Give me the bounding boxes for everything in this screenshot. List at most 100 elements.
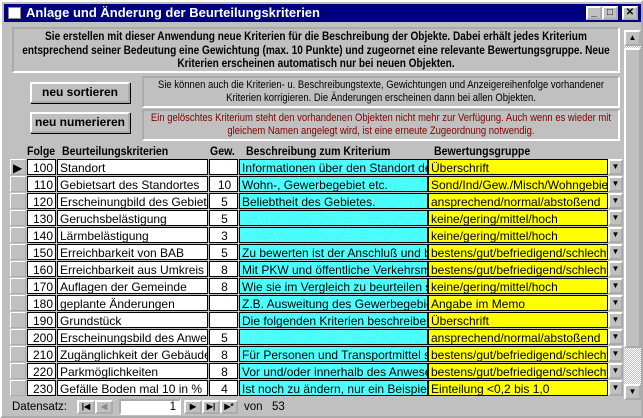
bewertungsgruppe-cell[interactable]: Einteilung <0,2 bis 1,0: [428, 380, 608, 396]
kriterium-cell[interactable]: Auflagen der Gemeinde: [57, 278, 208, 294]
table-row[interactable]: 120 Erscheinungbild des Gebietes 5 Beliebth…: [10, 193, 623, 210]
gewichtung-cell[interactable]: [209, 159, 238, 175]
gewichtung-cell[interactable]: [209, 312, 238, 328]
table-row[interactable]: 160 Erreichbarkeit aus Umkreis 8 Mit PKW un…: [10, 261, 623, 278]
folge-cell[interactable]: 150: [27, 244, 56, 260]
beschreibung-cell[interactable]: Ist noch zu ändern, nur ein Beispiel.: [239, 380, 428, 396]
bewertungsgruppe-cell[interactable]: bestens/gut/befriedigend/schlecht: [428, 363, 608, 379]
dropdown-arrow-icon[interactable]: ▼: [608, 278, 623, 294]
gewichtung-cell[interactable]: 8: [209, 346, 238, 362]
maximize-button[interactable]: □: [602, 6, 618, 20]
first-record-button[interactable]: |◀: [77, 400, 95, 414]
kriterium-cell[interactable]: Parkmöglichkeiten: [57, 363, 208, 379]
table-row[interactable]: 210 Zugänglichkeit der Gebäude 8 Für Person…: [10, 346, 623, 363]
table-row[interactable]: 170 Auflagen der Gemeinde 8 Wie sie im Verg…: [10, 278, 623, 295]
dropdown-arrow-icon[interactable]: ▼: [608, 244, 623, 260]
close-button[interactable]: ✕: [622, 6, 638, 20]
folge-cell[interactable]: 140: [27, 227, 56, 243]
record-number-input[interactable]: 1: [119, 399, 181, 415]
bewertungsgruppe-cell[interactable]: ansprechend/normal/abstoßend: [428, 329, 608, 345]
kriterium-cell[interactable]: Erscheinungbild des Gebietes: [57, 193, 208, 209]
folge-cell[interactable]: 200: [27, 329, 56, 345]
beschreibung-cell[interactable]: Informationen über den Standort des Ob: [239, 159, 428, 175]
record-selector[interactable]: [10, 278, 26, 294]
table-row[interactable]: 110 Gebietsart des Standortes 10 Wohn-, Gew…: [10, 176, 623, 193]
gewichtung-cell[interactable]: 5: [209, 244, 238, 260]
beschreibung-cell[interactable]: Vor und/oder innerhalb des Anwesens.: [239, 363, 428, 379]
beschreibung-cell[interactable]: Wohn-, Gewerbegebiet etc.: [239, 176, 428, 192]
dropdown-arrow-icon[interactable]: ▼: [608, 159, 623, 175]
sort-button[interactable]: neu sortieren: [30, 82, 130, 103]
folge-cell[interactable]: 120: [27, 193, 56, 209]
bewertungsgruppe-cell[interactable]: bestens/gut/befriedigend/schlecht: [428, 346, 608, 362]
folge-cell[interactable]: 170: [27, 278, 56, 294]
folge-cell[interactable]: 160: [27, 261, 56, 277]
table-row[interactable]: 230 Gefälle Boden mal 10 in % 4 Ist noch zu…: [10, 380, 623, 397]
gewichtung-cell[interactable]: 5: [209, 193, 238, 209]
bewertungsgruppe-cell[interactable]: ansprechend/normal/abstoßend: [428, 193, 608, 209]
record-selector[interactable]: [10, 312, 26, 328]
minimize-button[interactable]: _: [586, 6, 602, 20]
kriterium-cell[interactable]: Erreichbarkeit aus Umkreis: [57, 261, 208, 277]
record-selector[interactable]: [10, 244, 26, 260]
record-selector[interactable]: ▶: [10, 159, 26, 175]
bewertungsgruppe-cell[interactable]: Überschrift: [428, 159, 608, 175]
dropdown-arrow-icon[interactable]: ▼: [608, 329, 623, 345]
gewichtung-cell[interactable]: 10: [209, 176, 238, 192]
new-record-button[interactable]: ▶*: [220, 400, 238, 414]
gewichtung-cell[interactable]: 5: [209, 329, 238, 345]
bewertungsgruppe-cell[interactable]: Angabe im Memo: [428, 295, 608, 311]
table-row[interactable]: 140 Lärmbelästigung 3 keine/gering/mittel/h…: [10, 227, 623, 244]
record-selector[interactable]: [10, 210, 26, 226]
beschreibung-cell[interactable]: [239, 210, 428, 226]
table-row[interactable]: 150 Erreichbarkeit von BAB 5 Zu bewerten is…: [10, 244, 623, 261]
dropdown-arrow-icon[interactable]: ▼: [608, 380, 623, 396]
dropdown-arrow-icon[interactable]: ▼: [608, 295, 623, 311]
scroll-up-button[interactable]: ▲: [624, 30, 641, 46]
folge-cell[interactable]: 220: [27, 363, 56, 379]
beschreibung-cell[interactable]: Mit PKW und öffentliche Verkehrsmittel.: [239, 261, 428, 277]
folge-cell[interactable]: 180: [27, 295, 56, 311]
kriterium-cell[interactable]: Geruchsbelästigung: [57, 210, 208, 226]
gewichtung-cell[interactable]: 5: [209, 210, 238, 226]
dropdown-arrow-icon[interactable]: ▼: [608, 176, 623, 192]
table-row[interactable]: 180 geplante Änderungen Z.B. Ausweitung de…: [10, 295, 623, 312]
dropdown-arrow-icon[interactable]: ▼: [608, 312, 623, 328]
gewichtung-cell[interactable]: 8: [209, 278, 238, 294]
folge-cell[interactable]: 100: [27, 159, 56, 175]
record-selector[interactable]: [10, 295, 26, 311]
dropdown-arrow-icon[interactable]: ▼: [608, 193, 623, 209]
gewichtung-cell[interactable]: [209, 295, 238, 311]
kriterium-cell[interactable]: Lärmbelästigung: [57, 227, 208, 243]
gewichtung-cell[interactable]: 8: [209, 261, 238, 277]
scroll-thumb[interactable]: [624, 48, 641, 348]
kriterium-cell[interactable]: geplante Änderungen: [57, 295, 208, 311]
record-selector[interactable]: [10, 176, 26, 192]
kriterium-cell[interactable]: Zugänglichkeit der Gebäude: [57, 346, 208, 362]
folge-cell[interactable]: 110: [27, 176, 56, 192]
record-selector[interactable]: [10, 193, 26, 209]
vertical-scrollbar[interactable]: ▲ ▼: [624, 30, 641, 400]
renumber-button[interactable]: neu numerieren: [30, 112, 130, 133]
last-record-button[interactable]: ▶|: [202, 400, 220, 414]
next-record-button[interactable]: ▶: [184, 400, 202, 414]
dropdown-arrow-icon[interactable]: ▼: [608, 210, 623, 226]
beschreibung-cell[interactable]: Wie sie im Vergleich zu beurteilen sind.: [239, 278, 428, 294]
record-selector[interactable]: [10, 380, 26, 396]
folge-cell[interactable]: 210: [27, 346, 56, 362]
dropdown-arrow-icon[interactable]: ▼: [608, 261, 623, 277]
beschreibung-cell[interactable]: Die folgenden Kriterien beschreiben näh: [239, 312, 428, 328]
bewertungsgruppe-cell[interactable]: Überschrift: [428, 312, 608, 328]
record-selector[interactable]: [10, 227, 26, 243]
bewertungsgruppe-cell[interactable]: bestens/gut/befriedigend/schlecht: [428, 261, 608, 277]
beschreibung-cell[interactable]: Beliebtheit des Gebietes.: [239, 193, 428, 209]
kriterium-cell[interactable]: Standort: [57, 159, 208, 175]
bewertungsgruppe-cell[interactable]: bestens/gut/befriedigend/schlecht: [428, 244, 608, 260]
kriterium-cell[interactable]: Gebietsart des Standortes: [57, 176, 208, 192]
scroll-down-button[interactable]: ▼: [624, 384, 641, 400]
beschreibung-cell[interactable]: Für Personen und Transportmittel sowie: [239, 346, 428, 362]
kriterium-cell[interactable]: Grundstück: [57, 312, 208, 328]
folge-cell[interactable]: 190: [27, 312, 56, 328]
gewichtung-cell[interactable]: 8: [209, 363, 238, 379]
